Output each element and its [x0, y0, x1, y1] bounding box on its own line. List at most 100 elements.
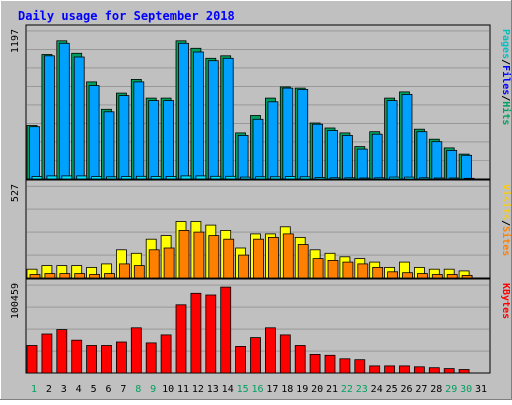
bar-files-day-26 — [401, 94, 413, 180]
bar-kbytes-day-14 — [220, 286, 232, 374]
bar-kbytes-day-1 — [26, 345, 38, 374]
bar-kbytes-day-17 — [264, 327, 276, 374]
bar-sites-day-5 — [89, 274, 100, 279]
x-tick-label-1: 1 — [31, 384, 37, 395]
bar-files-day-24 — [371, 133, 383, 180]
bar-kbytes-day-18 — [279, 334, 291, 374]
bar-kbytes-day-20 — [309, 353, 321, 374]
x-tick-label-25: 25 — [386, 384, 398, 395]
bar-files-day-1 — [29, 126, 40, 180]
bar-pages-day-16 — [255, 176, 266, 180]
bar-kbytes-day-5 — [86, 345, 97, 374]
bar-pages-day-5 — [91, 176, 102, 180]
bar-files-day-10 — [163, 100, 175, 180]
bar-pages-day-28 — [433, 177, 445, 180]
bar-kbytes-day-19 — [294, 345, 306, 374]
x-tick-label-15: 15 — [237, 384, 249, 395]
series-legend: KBytes — [500, 283, 511, 319]
x-tick-label-13: 13 — [207, 384, 219, 395]
bar-pages-day-12 — [195, 175, 207, 180]
bar-kbytes-day-13 — [205, 294, 217, 374]
bar-sites-day-25 — [387, 271, 399, 279]
bar-sites-day-7 — [119, 263, 130, 279]
panel-2: 527 Visits/Sites — [10, 179, 512, 279]
bar-kbytes-day-28 — [428, 367, 440, 374]
x-tick-label-19: 19 — [296, 384, 308, 395]
panel-1: 1197 Pages/Files/Hits — [10, 24, 512, 180]
bar-sites-day-21 — [327, 259, 339, 279]
series-legend: Pages/Files/Hits — [500, 29, 512, 125]
bar-kbytes-day-16 — [250, 337, 261, 374]
legend-separator: / — [500, 95, 511, 101]
bar-pages-day-29 — [448, 177, 460, 180]
bar-kbytes-day-15 — [235, 345, 247, 374]
x-tick-label-22: 22 — [341, 384, 353, 395]
x-tick-label-4: 4 — [76, 384, 82, 395]
bar-files-day-15 — [237, 134, 249, 180]
bar-files-day-21 — [327, 130, 338, 180]
bar-sites-day-29 — [446, 274, 458, 279]
bar-sites-day-3 — [59, 273, 71, 279]
bar-files-day-4 — [73, 56, 85, 180]
bar-sites-day-17 — [267, 236, 279, 279]
bar-pages-day-25 — [389, 176, 401, 180]
x-tick-label-30: 30 — [460, 384, 472, 395]
bar-sites-day-9 — [148, 249, 160, 279]
bar-files-day-30 — [461, 154, 473, 180]
bar-pages-day-15 — [240, 176, 252, 180]
bar-sites-day-28 — [431, 274, 443, 279]
bar-files-day-8 — [133, 81, 145, 180]
bar-pages-day-18 — [284, 176, 296, 180]
bar-kbytes-day-30 — [458, 369, 470, 374]
bar-kbytes-day-23 — [354, 359, 366, 374]
bar-kbytes-day-6 — [101, 345, 112, 374]
bar-pages-day-17 — [269, 176, 281, 180]
legend-sites: Sites — [500, 226, 512, 256]
bar-files-day-23 — [356, 148, 368, 180]
bar-pages-day-6 — [106, 176, 117, 180]
bar-pages-day-2 — [46, 175, 58, 180]
bar-pages-day-30 — [463, 177, 475, 180]
bar-kbytes-day-24 — [369, 365, 381, 374]
bar-kbytes-day-21 — [324, 354, 336, 374]
bar-pages-day-22 — [344, 177, 356, 180]
bar-pages-day-7 — [121, 176, 132, 180]
bar-pages-day-13 — [210, 175, 222, 180]
bar-sites-day-11 — [178, 229, 190, 279]
bar-pages-day-20 — [314, 177, 326, 180]
x-tick-label-14: 14 — [222, 384, 234, 395]
x-tick-label-17: 17 — [266, 384, 278, 395]
x-tick-label-8: 8 — [135, 384, 141, 395]
bar-kbytes-day-22 — [339, 358, 351, 374]
legend-kbytes: KBytes — [500, 283, 511, 319]
bar-pages-day-19 — [299, 176, 311, 180]
bar-pages-day-9 — [150, 176, 162, 180]
bar-sites-day-4 — [74, 273, 86, 279]
bar-sites-day-18 — [282, 233, 294, 279]
bar-kbytes-day-29 — [443, 368, 455, 374]
bar-files-day-9 — [148, 100, 160, 180]
bar-sites-day-27 — [416, 273, 428, 279]
bar-files-day-12 — [192, 51, 204, 180]
bar-files-day-19 — [297, 89, 309, 180]
x-axis-labels: 1 2 3 4 5 6 7 8 9 10 11 12 13 14 15 16 17 18 19 20 21 22 23 24 2… — [31, 384, 487, 395]
bar-sites-day-30 — [461, 274, 473, 279]
bar-files-day-11 — [178, 42, 189, 180]
legend-separator: / — [500, 220, 511, 226]
bar-pages-day-1 — [31, 176, 43, 180]
x-tick-label-23: 23 — [356, 384, 368, 395]
x-tick-label-6: 6 — [105, 384, 111, 395]
bar-sites-day-23 — [357, 263, 369, 279]
x-tick-label-29: 29 — [445, 384, 457, 395]
bar-kbytes-day-3 — [56, 329, 68, 374]
bar-sites-day-19 — [297, 244, 309, 279]
chart-title: Daily usage for September 2018 — [18, 9, 235, 23]
bar-files-day-29 — [446, 149, 458, 180]
bar-files-day-25 — [386, 100, 398, 180]
bar-pages-day-3 — [61, 175, 73, 180]
bar-files-day-5 — [88, 85, 100, 180]
bar-sites-day-1 — [29, 274, 41, 279]
bar-kbytes-day-4 — [71, 339, 83, 374]
series-legend: Visits/Sites — [500, 184, 512, 256]
